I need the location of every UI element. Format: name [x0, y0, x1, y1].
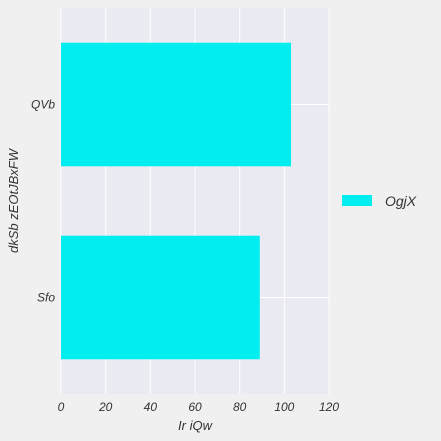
x-tick-label: 120 — [319, 400, 339, 414]
x-tick-label: 40 — [144, 400, 158, 414]
x-tick-label: 20 — [98, 400, 113, 414]
x-tick-labels: 0 20 40 60 80 100 120 — [58, 400, 340, 414]
y-tick-label: Sfo — [37, 291, 55, 305]
y-axis-title: dkSb zEOtJBxFW — [6, 147, 21, 253]
y-tick-labels: QVb Sfo — [31, 98, 55, 305]
legend-label: OgjX — [385, 193, 417, 209]
bar — [61, 42, 292, 167]
legend: OgjX — [342, 193, 417, 209]
y-tick-label: QVb — [31, 98, 55, 112]
bars — [61, 42, 292, 360]
x-tick-label: 60 — [188, 400, 202, 414]
x-tick-label: 80 — [233, 400, 247, 414]
legend-swatch — [342, 195, 372, 206]
x-tick-label: 100 — [274, 400, 294, 414]
x-axis-title: Ir iQw — [178, 418, 214, 433]
bar — [61, 235, 260, 360]
x-tick-label: 0 — [58, 400, 65, 414]
